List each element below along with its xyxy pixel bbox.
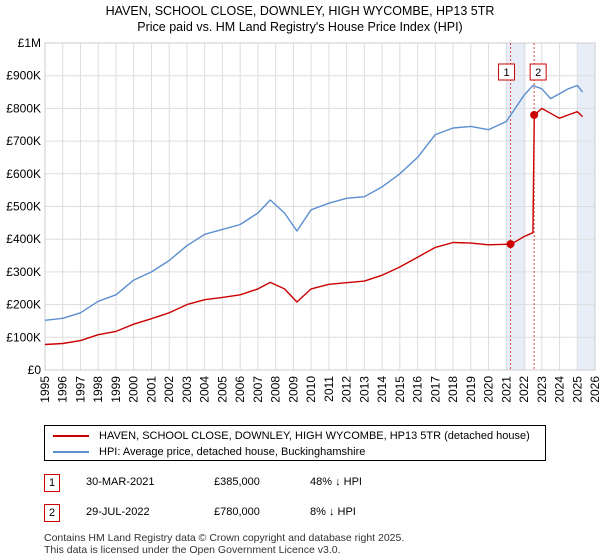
sale-badge-1: 1 [44,474,60,492]
x-tick-label: 2018 [446,376,460,403]
x-tick-label: 1995 [38,376,52,403]
y-tick-label: £100K [6,330,41,344]
x-tick-label: 2017 [428,376,442,403]
x-tick-label: 2023 [535,376,549,403]
x-tick-label: 2007 [251,376,265,403]
y-tick-label: £200K [6,298,41,312]
x-tick-label: 2020 [482,376,496,403]
y-tick-label: £900K [6,69,41,83]
x-tick-label: 1997 [73,376,87,403]
series-lines [44,84,584,346]
x-tick-label: 2009 [286,376,300,403]
sale-hpi-diff-1: 48% ↓ HPI [310,476,362,488]
x-tick-label: 2024 [553,376,567,403]
sale-date-2: 29-JUL-2022 [86,506,150,518]
x-tick-label: 1996 [56,376,70,403]
x-tick-label: 2008 [269,376,283,403]
sale-date-lines [510,43,535,370]
hpi-line [44,84,584,321]
sale-label-1: 1 [503,67,509,79]
x-tick-label: 2015 [393,376,407,403]
x-tick-label: 2004 [198,376,212,403]
y-tick-label: £400K [6,232,41,246]
sale-point-1 [506,240,515,249]
x-tick-label: 2014 [375,376,389,403]
sale-row-1: 1 30-MAR-2021 £385,000 48% ↓ HPI [44,474,544,494]
x-tick-label: 2022 [517,376,531,403]
x-tick-label: 2026 [588,376,600,403]
sale-label-box-2 [529,63,547,81]
y-tick-label: £800K [6,101,41,115]
x-tick-label: 2013 [357,376,371,403]
sale-label-box-1 [498,63,516,81]
legend-item-property: HAVEN, SCHOOL CLOSE, DOWNLEY, HIGH WYCOM… [53,428,530,444]
chart-title-line2: Price paid vs. HM Land Registry's House … [137,20,463,34]
legend-label-hpi: HPI: Average price, detached house, Buck… [99,446,366,458]
sale-point-2 [530,110,539,119]
x-tick-label: 2012 [340,376,354,403]
x-tick-label: 2019 [464,376,478,403]
sale-price-1: £385,000 [214,476,260,488]
footer-license: This data is licensed under the Open Gov… [44,544,341,556]
x-tick-label: 2021 [499,376,513,403]
x-axis-labels: 1995 1996 1997 1998 1999 2000 2001 2002 2003 2004… [38,376,600,403]
y-tick-label: £1M [18,36,41,50]
x-tick-label: 1998 [91,376,105,403]
x-tick-label: 2011 [322,376,336,402]
legend-item-hpi: HPI: Average price, detached house, Buck… [53,444,365,460]
x-tick-label: 2010 [304,376,318,403]
legend: HAVEN, SCHOOL CLOSE, DOWNLEY, HIGH WYCOM… [44,425,546,461]
x-tick-label: 1999 [109,376,123,403]
plot-frame [44,42,596,371]
sale-price-2: £780,000 [214,506,260,518]
y-axis-labels: £0 £100K £200K £300K £400K £500K £600K £700K £80… [6,36,41,377]
legend-swatch-property [53,435,89,437]
price-chart: £0 £100K £200K £300K £400K £500K £600K £700K £80… [6,36,600,403]
sale-row-2: 2 29-JUL-2022 £780,000 8% ↓ HPI [44,504,544,524]
sale-label-2: 2 [535,67,541,79]
y-tick-label: £0 [28,363,42,377]
y-tick-label: £300K [6,265,41,279]
y-tick-label: £500K [6,200,41,214]
x-tick-label: 2016 [411,376,425,403]
x-tick-label: 2005 [215,376,229,403]
sale-badge-2: 2 [44,504,60,522]
legend-swatch-hpi [53,451,89,453]
y-tick-label: £600K [6,167,41,181]
footer-copyright: Contains HM Land Registry data © Crown c… [44,532,405,544]
x-tick-label: 2002 [162,376,176,403]
chart-title-line1: HAVEN, SCHOOL CLOSE, DOWNLEY, HIGH WYCOM… [105,4,495,18]
x-tick-label: 2025 [570,376,584,403]
x-tick-label: 2003 [180,376,194,403]
y-tick-label: £700K [6,134,41,148]
x-tick-label: 2001 [144,376,158,403]
legend-label-property: HAVEN, SCHOOL CLOSE, DOWNLEY, HIGH WYCOM… [99,430,530,442]
x-tick-label: 2000 [127,376,141,403]
x-tick-label: 2006 [233,376,247,403]
sale-date-1: 30-MAR-2021 [86,476,155,488]
sale-hpi-diff-2: 8% ↓ HPI [310,506,356,518]
property-price-line [44,107,584,346]
